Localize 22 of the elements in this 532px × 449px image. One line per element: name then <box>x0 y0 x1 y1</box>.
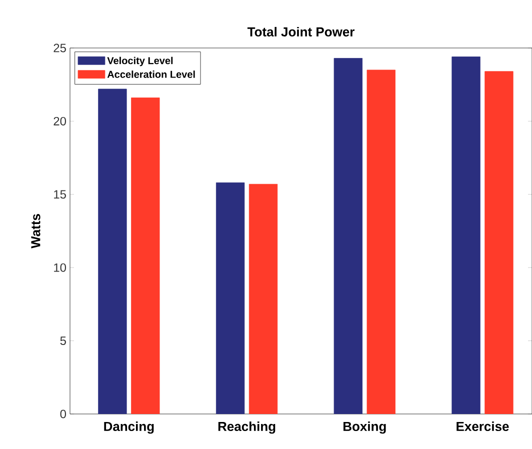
bar <box>484 71 514 414</box>
bar <box>366 70 396 414</box>
bar <box>334 58 362 414</box>
y-tick-label: 15 <box>54 190 66 199</box>
x-tick-label: Exercise <box>456 422 509 432</box>
y-tick-label: 25 <box>54 44 66 52</box>
bar <box>98 88 127 414</box>
y-tick-label: 20 <box>54 116 66 126</box>
x-tick-label: Boxing <box>343 422 386 434</box>
bar <box>248 184 278 414</box>
x-tick-label: Dancing <box>104 422 154 434</box>
bar <box>131 98 160 414</box>
bar <box>216 182 245 414</box>
legend-label: Velocity Level <box>107 56 173 66</box>
y-tick-label: 5 <box>60 336 66 345</box>
y-axis-title: Watts <box>31 214 40 248</box>
chart-title: Total Joint Power <box>247 26 354 36</box>
y-tick-label: 0 <box>60 410 66 418</box>
bar <box>452 56 480 414</box>
x-tick-label: Reaching <box>218 422 276 434</box>
y-tick-label: 10 <box>54 263 66 272</box>
legend-label: Acceleration Level <box>107 70 195 78</box>
